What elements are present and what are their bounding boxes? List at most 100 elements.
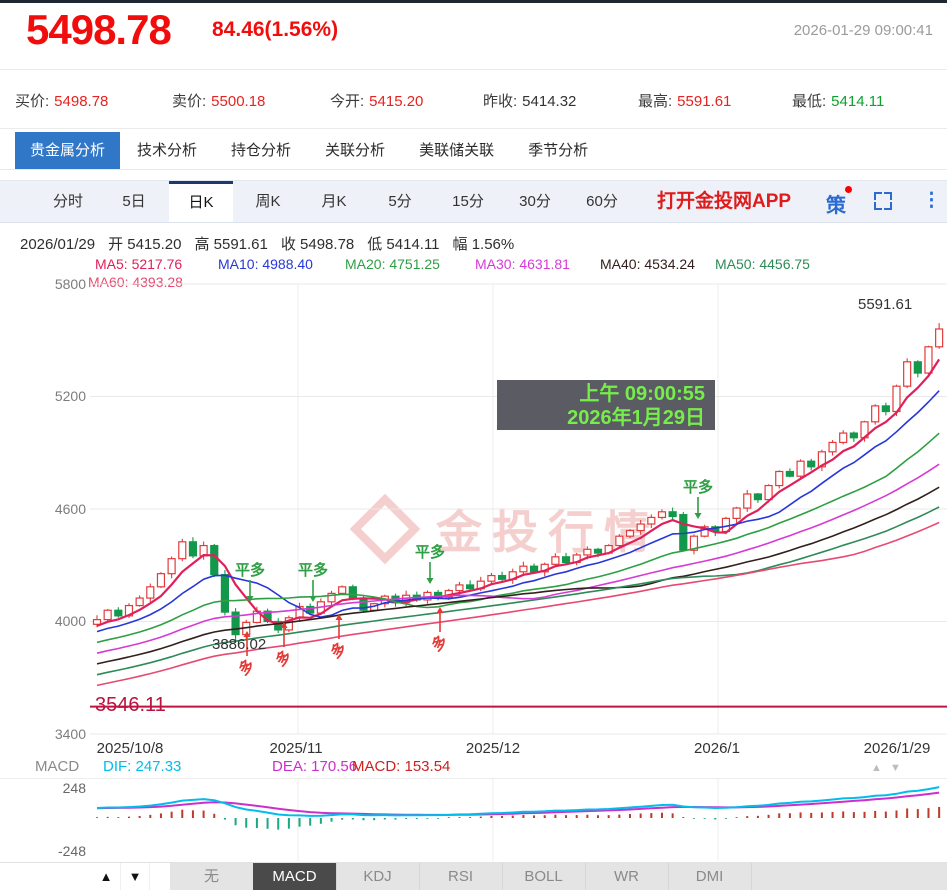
ma-curve-5 — [96, 358, 941, 627]
macd-title: MACD — [35, 758, 80, 775]
ohlc-field: 收 5498.78 — [280, 236, 355, 253]
ohlc-row: 2026/01/29 开 5415.20 高 5591.61 收 5498.78 低 5… — [20, 233, 527, 254]
quote-item: 最高: 5591.61 — [638, 90, 731, 111]
divider — [0, 69, 947, 70]
macd-macd-value: MACD: 153.54 — [352, 758, 451, 775]
period-tab-60分[interactable]: 60分 — [586, 193, 618, 210]
tab-关联分析[interactable]: 关联分析 — [325, 142, 386, 159]
quote-label: 最低: — [792, 93, 827, 110]
open-app-link[interactable]: 打开金投网APP — [657, 191, 792, 212]
indicator-tab-bar: ▲ ▼ 无 MACD KDJ RSI BOLL WR DMI — [0, 862, 947, 890]
ma-curve-60 — [96, 521, 940, 687]
period-bar: 打开金投网APP 策 ⋮ 分时 5日 日K 周K 月K 5分 15分 30分 60分 — [0, 180, 947, 223]
y-axis-tick: 4600 — [54, 501, 86, 517]
time-overlay: 上午 09:00:55 2026年1月29日 — [497, 380, 715, 430]
ma-label-4: MA30: 4631.81 — [475, 256, 570, 272]
ohlc-field: 低 5414.11 — [367, 236, 440, 253]
indicator-tab-WR[interactable]: WR — [585, 863, 669, 890]
dea-line — [96, 791, 940, 816]
notification-dot — [845, 186, 852, 193]
indicator-tab-RSI[interactable]: RSI — [419, 863, 503, 890]
period-tab-日K[interactable]: 日K — [169, 181, 233, 222]
x-axis-tick: 2025/10/8 — [96, 740, 164, 757]
indicator-tab-KDJ[interactable]: KDJ — [336, 863, 420, 890]
quote-value: 5498.78 — [54, 93, 109, 110]
ma-label-7: MA60: 4393.28 — [88, 274, 183, 290]
x-axis-tick: 2026/1/29 — [863, 740, 931, 757]
more-menu-icon[interactable]: ⋮ — [922, 190, 941, 211]
price-annotation: 3886.02 — [212, 636, 267, 653]
close-long-signal: 平多 — [415, 543, 445, 561]
dif-line — [96, 786, 940, 817]
tab-持仓分析[interactable]: 持仓分析 — [231, 142, 292, 159]
current-price: 5498.78 — [26, 6, 172, 53]
quote-item: 卖价: 5500.18 — [172, 90, 265, 111]
macd-histogram — [96, 806, 941, 830]
macd-dif-value: DIF: 247.33 — [103, 758, 182, 775]
macd-tick-neg: -248 — [57, 843, 86, 859]
indicator-tab-DMI[interactable]: DMI — [668, 863, 752, 890]
indicator-tab-BOLL[interactable]: BOLL — [502, 863, 586, 890]
quote-label: 买价: — [15, 93, 50, 110]
support-price-label: 3546.11 — [95, 694, 166, 716]
indicator-tab-MACD[interactable]: MACD — [253, 863, 337, 890]
x-axis-tick: 2025/12 — [465, 740, 521, 757]
candles — [92, 323, 944, 643]
indicator-tab-无[interactable]: 无 — [170, 863, 254, 890]
indicator-up-button[interactable]: ▲ — [92, 863, 121, 890]
ohlc-field: 高 5591.61 — [194, 236, 268, 253]
quote-item: 买价: 5498.78 — [15, 90, 108, 111]
divider — [0, 169, 947, 170]
macd-chart[interactable] — [0, 779, 947, 861]
y-axis-tick: 3400 — [54, 726, 86, 742]
tab-技术分析[interactable]: 技术分析 — [137, 142, 198, 159]
macd-dea-value: DEA: 170.56 — [272, 758, 358, 775]
quote-value: 5414.11 — [831, 93, 885, 110]
overlay-date: 2026年1月29日 — [567, 407, 705, 429]
scroll-left-icon[interactable]: ▲ — [871, 762, 882, 774]
tab-贵金属分析[interactable]: 贵金属分析 — [15, 132, 121, 169]
ma-label-3: MA20: 4751.25 — [345, 256, 440, 272]
x-axis-tick: 2025/11 — [269, 740, 323, 757]
close-long-signal: 平多 — [683, 478, 713, 496]
quote-label: 卖价: — [172, 93, 207, 110]
fullscreen-icon[interactable] — [874, 192, 892, 210]
period-tab-30分[interactable]: 30分 — [519, 193, 551, 210]
price-change: 84.46(1.56%) — [212, 18, 339, 41]
indicator-down-button[interactable]: ▼ — [121, 863, 150, 890]
tab-季节分析[interactable]: 季节分析 — [528, 142, 589, 159]
quote-value: 5414.32 — [522, 93, 577, 110]
strategy-icon[interactable]: 策 — [826, 186, 852, 218]
ma-label-1: MA5: 5217.76 — [95, 256, 183, 272]
tab-美联储关联[interactable]: 美联储关联 — [419, 142, 495, 159]
candlestick-chart[interactable]: 平多 平多平多平多多多多多 — [0, 270, 947, 740]
period-tab-周K[interactable]: 周K — [255, 193, 281, 210]
analysis-tabs: 贵金属分析 技术分析 持仓分析 关联分析 美联储关联 季节分析 — [15, 132, 605, 169]
quote-item: 昨收: 5414.32 — [483, 90, 576, 111]
period-tab-分时[interactable]: 分时 — [52, 193, 83, 210]
ohlc-field: 幅 1.56% — [452, 236, 515, 253]
quote-value: 5500.18 — [211, 93, 266, 110]
signals: 平多 平多平多平多多多多多 — [235, 478, 713, 679]
indicator-tabs-strip: 无 MACD KDJ RSI BOLL WR DMI — [170, 863, 947, 890]
period-tab-5日[interactable]: 5日 — [122, 193, 146, 210]
ma-curve-40 — [96, 486, 940, 665]
ohlc-field: 开 5415.20 — [108, 236, 182, 253]
ma-curve-30 — [96, 463, 940, 654]
ma-curve-20 — [96, 432, 940, 644]
y-axis-tick: 4000 — [54, 613, 86, 629]
quote-label: 昨收: — [483, 93, 518, 110]
divider — [0, 128, 947, 129]
period-tab-月K[interactable]: 月K — [321, 193, 347, 210]
scroll-right-icon[interactable]: ▼ — [890, 762, 901, 774]
divider — [0, 778, 947, 779]
ma-curve-10 — [96, 390, 940, 633]
ma-curves — [96, 358, 941, 687]
open-long-signal: 多 — [327, 639, 350, 662]
ma-label-5: MA40: 4534.24 — [600, 256, 695, 272]
period-tab-15分[interactable]: 15分 — [452, 193, 484, 210]
open-long-signal: 多 — [428, 632, 451, 655]
period-tab-5分[interactable]: 5分 — [388, 193, 412, 210]
x-axis-tick: 2026/1 — [694, 740, 740, 757]
